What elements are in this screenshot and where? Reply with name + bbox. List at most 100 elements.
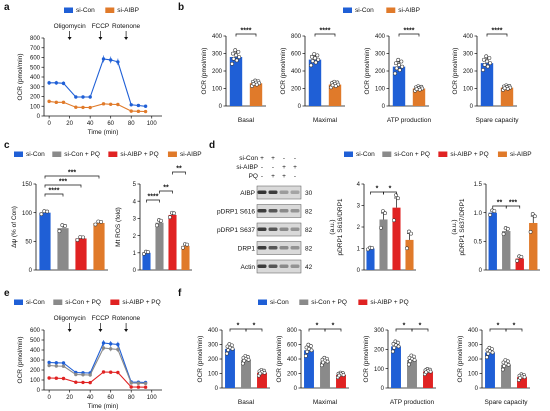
panel-b-sub2-point-0-3 <box>393 61 398 66</box>
panel-b-sub2-point-0-5 <box>400 64 405 69</box>
panel-f-sub1-xlabel: Maximal <box>313 399 338 406</box>
panel-c-sub0-point-1-0 <box>57 229 62 234</box>
panel-d-sub0-point-3-0 <box>405 246 409 251</box>
panel-e-series-point-0-7 <box>108 342 113 346</box>
panel-d-sub0-bar-2 <box>392 207 401 270</box>
panel-d-blot-mark-2-3: - <box>294 173 296 180</box>
panel-d-sub0-sig-1-bracket <box>383 191 397 195</box>
panel-f-sub0-point-2-6 <box>258 371 262 376</box>
panel-a-legend-label-0: si-Con <box>76 7 95 14</box>
panel-e-series-point-2-7 <box>108 370 113 374</box>
panel-f-sub1-point-0-5 <box>309 348 314 353</box>
panel-e-legend-swatch-1 <box>53 299 63 305</box>
panel-b-sub0-y-tick-label-0: 0 <box>219 104 223 110</box>
panel-a-x-tick-label-3: 60 <box>107 121 114 127</box>
panel-b-sub1-y-tick-label-3: 600 <box>291 52 302 58</box>
panel-b-sub1-y-tick-label-1: 200 <box>291 87 302 93</box>
panel-e-series-point-1-2 <box>61 364 66 368</box>
panel-a-series-point-1-8 <box>116 102 120 107</box>
panel-c-sub1-sig-1-label: ** <box>163 185 169 192</box>
panel-e-annotation-0: Oligomycin <box>54 315 87 322</box>
panel-f-sub3-point-0-6 <box>486 351 490 356</box>
panel-d-blot-row-label-0: si-Con <box>239 155 258 162</box>
panel-a-annotation-2: Rotenone <box>112 23 141 30</box>
panel-a-legend-swatch-0 <box>64 7 73 13</box>
panel-f-sub2-y-tick-label-3: 300 <box>374 328 385 334</box>
panel-a-series-point-0-9 <box>129 103 133 107</box>
panel-f-sub2-point-0-5 <box>396 344 401 349</box>
panel-a-series-point-1-9 <box>129 109 133 113</box>
panel-f-sub3-y-tick-label-1: 100 <box>468 372 479 378</box>
panel-b-sub2-xlabel: ATP production <box>387 117 432 124</box>
panel-c-sub0-sig-1-bracket <box>44 184 82 188</box>
panel-f-sub3-y-tick-label-3: 300 <box>468 343 479 349</box>
panel-d-legend-swatch-2 <box>438 151 448 157</box>
panel-b-sub3-sig-label: **** <box>492 28 503 35</box>
panel-b-legend-label-1: si-AIBP <box>398 7 420 14</box>
panel-e-y-tick-label-4: 400 <box>30 348 41 354</box>
panel-f-sub1-point-1-6 <box>321 360 325 365</box>
panel-b-sub3-y-tick-label-3: 300 <box>463 52 474 58</box>
panel-e-x-tick-label-1: 20 <box>66 395 73 401</box>
panel-letter-f: f <box>178 288 182 299</box>
panel-d-legend-swatch-0 <box>344 151 353 157</box>
panel-a-series-point-0-4 <box>81 95 85 99</box>
panel-a-y-tick-label-6: 600 <box>30 56 41 62</box>
panel-c-legend-label-1: si-Con + PQ <box>64 151 100 158</box>
panel-f-sub3-y-tick-label-4: 400 <box>468 328 479 334</box>
panel-b-sub2-point-0-1 <box>396 57 401 62</box>
panel-e-x-tick-label-0: 0 <box>47 395 51 401</box>
panel-e-x-tick-label-2: 40 <box>87 395 94 401</box>
panel-c-sub0-bar-2 <box>75 238 87 270</box>
panel-d-sub1-bar-2 <box>515 258 524 270</box>
panel-b-sub3-bar-1 <box>500 87 514 106</box>
panel-c-sub1-point-2-0 <box>168 215 172 220</box>
panel-f-sub3-point-2-5 <box>522 375 527 379</box>
panel-a-x-tick-label-4: 80 <box>128 121 135 127</box>
panel-f-sub2-xlabel: ATP production <box>390 399 435 406</box>
panel-a-series-point-0-2 <box>61 81 66 86</box>
panel-b-sub1-point-0-0 <box>309 63 313 68</box>
panel-d-blot-band-label-2: pDRP1 S637 <box>217 227 255 234</box>
panel-d-blot-band-0-1 <box>268 190 278 194</box>
panel-d-sub0-point-1-0 <box>379 225 383 230</box>
panel-e-series-point-2-5 <box>88 380 92 385</box>
panel-f-sub0-y-tick-label-0: 0 <box>215 386 219 392</box>
panel-b-sub3-point-0-4 <box>485 59 489 64</box>
panel-f-sub1-bar-2 <box>336 374 346 388</box>
panel-f-sub0-y-tick-label-3: 300 <box>208 343 219 349</box>
panel-e-series-point-1-0 <box>47 363 51 368</box>
panel-a-series-point-1-11 <box>143 109 148 114</box>
panel-b-sub0-bar-1 <box>249 83 263 106</box>
panel-e-series-point-1-3 <box>74 372 78 377</box>
panel-c-sub0-point-1-2 <box>63 224 68 228</box>
panel-b-legend-label-0: si-Con <box>355 7 374 14</box>
panel-f-sub1-sig-0-label: * <box>316 323 319 330</box>
panel-b-sub2-y-tick-label-2: 200 <box>375 69 386 75</box>
panel-b-sub2-sig-bracket <box>398 33 420 37</box>
panel-d-sub1-point-3-2 <box>532 214 537 219</box>
panel-d-blot-band-2-2 <box>279 227 289 231</box>
panel-f-sub2-bar-1 <box>407 359 417 388</box>
panel-f-sub2-point-2-5 <box>428 369 433 374</box>
panel-d-sub1-point-2-0 <box>515 258 519 263</box>
panel-c-sub1-ylabel: Mt ROS (fold) <box>115 207 122 247</box>
panel-f-sub2-sig-0-label: * <box>403 323 406 330</box>
panel-b-sub0-point-1-7 <box>254 82 259 87</box>
panel-a-series-point-0-5 <box>88 95 92 99</box>
panel-d-blot-kda-3: 82 <box>305 246 313 253</box>
panel-c-sub1-point-0-0 <box>142 252 146 256</box>
panel-a-series-point-1-5 <box>88 105 92 110</box>
panel-f-sub3-xlabel: Spare capacity <box>485 399 529 406</box>
panel-letter-c: c <box>4 140 10 151</box>
panel-c-legend-swatch-3 <box>167 151 177 157</box>
panel-a-annotation-1: FCCP <box>92 23 110 30</box>
panel-b-sub1-y-tick-label-2: 400 <box>291 69 302 75</box>
panel-a-series-point-1-4 <box>81 105 85 110</box>
panel-b-sub0-y-tick-label-1: 100 <box>212 87 223 93</box>
panel-f-sub2-y-tick-label-2: 200 <box>374 348 385 354</box>
panel-d-sub1-sig-0-label: ** <box>497 200 503 207</box>
panel-e-series-point-1-1 <box>54 364 59 368</box>
panel-f-legend-swatch-0 <box>258 299 267 305</box>
